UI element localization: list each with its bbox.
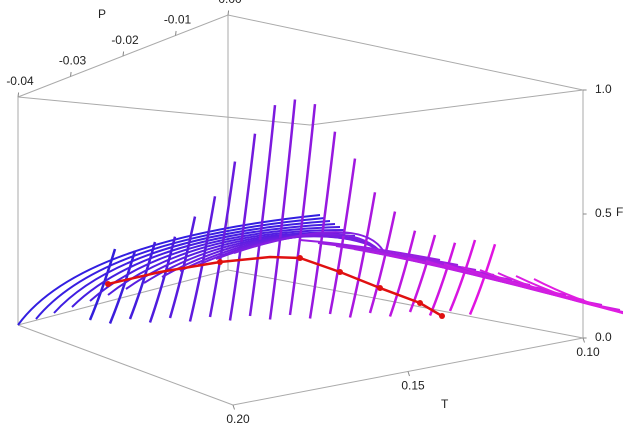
x-tick — [407, 371, 410, 377]
z-axis-label: F — [616, 205, 623, 219]
arc — [35, 217, 326, 320]
arc — [317, 242, 459, 266]
plot-box — [17, 14, 584, 406]
x-tick-label: 0.10 — [576, 345, 600, 359]
y-tick-label: 0.00 — [218, 0, 242, 6]
strand — [88, 248, 117, 321]
strand — [228, 133, 257, 321]
strand — [168, 216, 197, 319]
strand — [448, 239, 477, 312]
y-tick-label: -0.01 — [164, 13, 192, 27]
arc — [533, 278, 623, 315]
strand — [348, 192, 377, 318]
y-tick — [70, 71, 72, 77]
y-tick — [17, 92, 20, 98]
x-tick — [232, 404, 235, 410]
y-tick-label: -0.04 — [6, 74, 34, 88]
z-tick-label: 0.5 — [595, 206, 612, 220]
arc — [335, 245, 477, 271]
y-tick — [175, 30, 177, 36]
arc — [299, 239, 441, 261]
strand — [468, 243, 497, 315]
arc — [53, 220, 331, 314]
y-tick — [122, 51, 125, 57]
curves — [17, 99, 623, 326]
y-tick-label: -0.03 — [59, 54, 87, 68]
x-tick-label: 0.20 — [226, 412, 250, 425]
strand — [408, 234, 437, 313]
y-tick-label: -0.02 — [111, 33, 139, 47]
strand — [428, 242, 457, 316]
strand — [128, 241, 157, 320]
z-tick-label: 1.0 — [595, 82, 612, 96]
strand — [368, 211, 397, 314]
z-tick-label: 0.0 — [595, 330, 612, 344]
y-axis-label: P — [98, 7, 106, 21]
strand — [388, 230, 417, 317]
x-axis-label: T — [441, 397, 449, 411]
strand — [288, 103, 317, 316]
red-points — [105, 255, 445, 319]
x-tick-label: 0.15 — [401, 379, 425, 393]
arc — [251, 231, 386, 255]
strand — [268, 99, 297, 320]
strand — [248, 104, 277, 317]
arc — [17, 214, 321, 326]
strand — [108, 250, 137, 324]
strand — [148, 236, 177, 323]
arc — [71, 223, 336, 308]
arc — [515, 275, 623, 315]
x-tick — [582, 337, 585, 343]
y-tick — [227, 10, 230, 16]
